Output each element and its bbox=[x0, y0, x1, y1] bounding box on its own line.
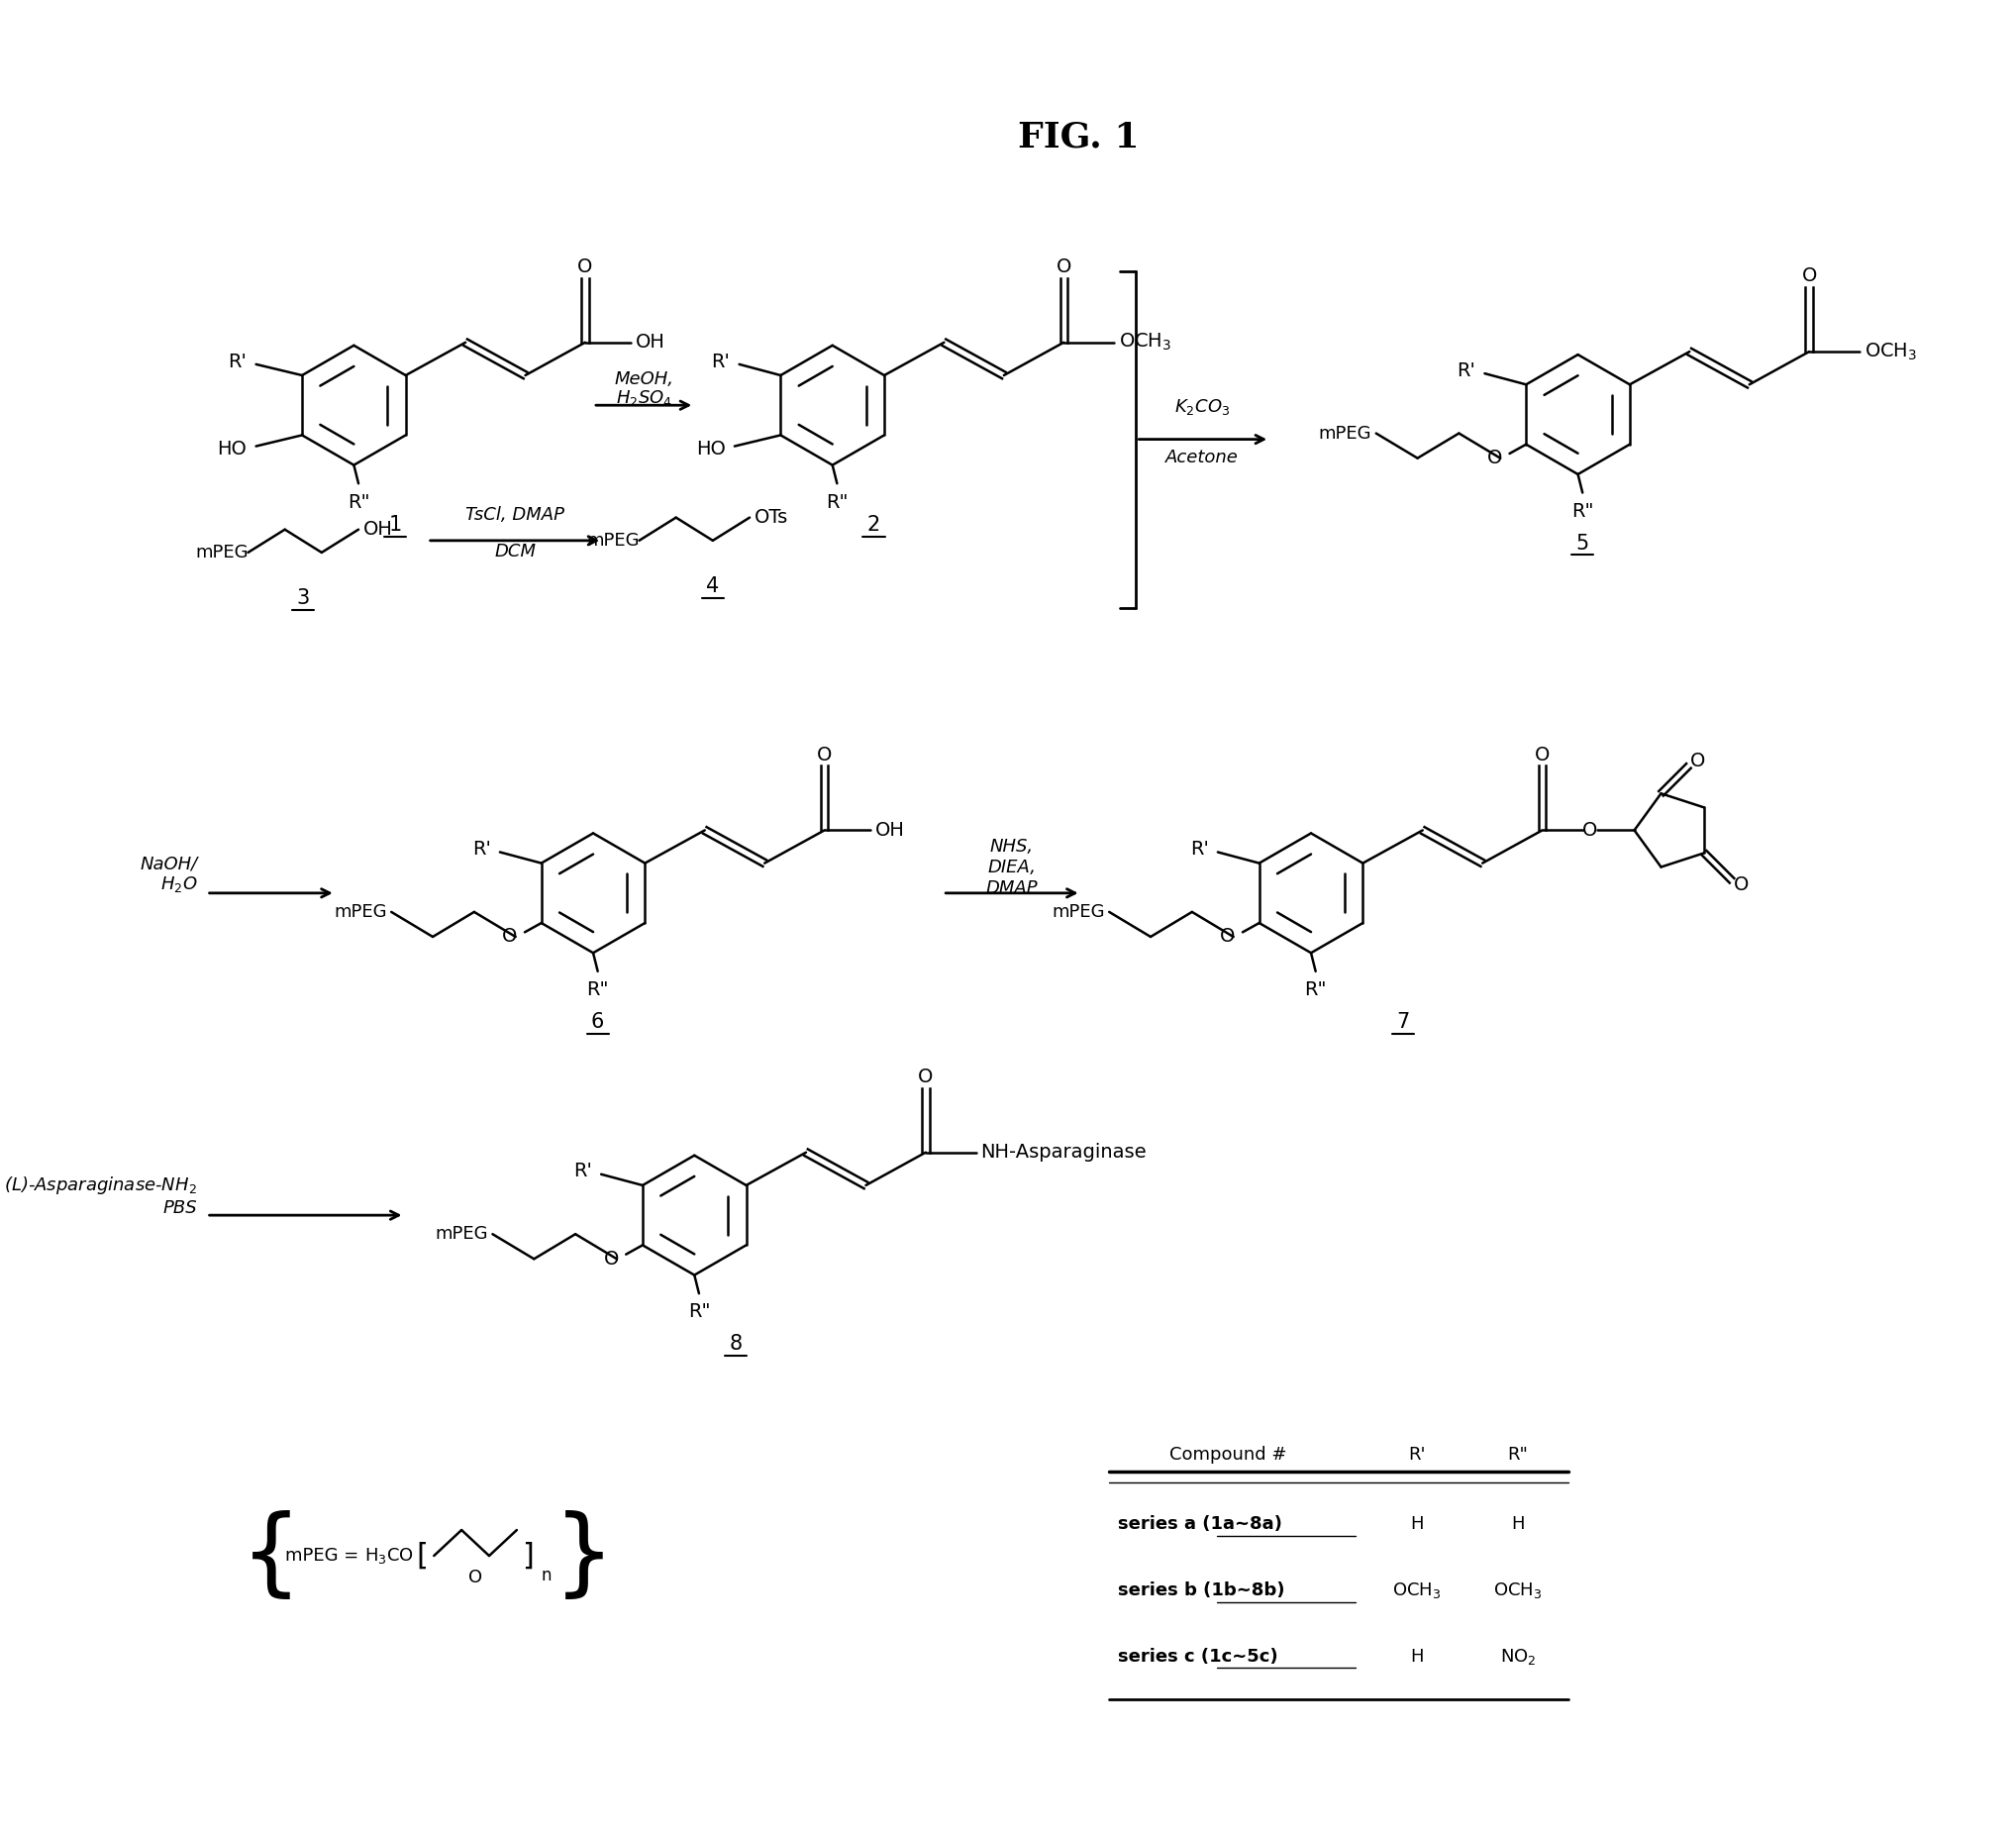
Text: DIEA,: DIEA, bbox=[988, 858, 1036, 877]
Text: H: H bbox=[1512, 1515, 1524, 1533]
Text: R': R' bbox=[573, 1163, 593, 1181]
Text: NaOH/: NaOH/ bbox=[139, 855, 198, 873]
Text: O: O bbox=[468, 1568, 482, 1586]
Text: NO$_2$: NO$_2$ bbox=[1500, 1647, 1536, 1667]
Text: OCH$_3$: OCH$_3$ bbox=[1119, 332, 1171, 352]
Text: series b (1b~8b): series b (1b~8b) bbox=[1117, 1583, 1284, 1599]
Text: R': R' bbox=[1458, 361, 1476, 380]
Text: OCH$_3$: OCH$_3$ bbox=[1494, 1581, 1542, 1601]
Text: ]: ] bbox=[522, 1541, 534, 1570]
Text: R': R' bbox=[1409, 1445, 1425, 1464]
Text: O: O bbox=[577, 257, 593, 277]
Text: mPEG: mPEG bbox=[587, 532, 639, 550]
Text: OH: OH bbox=[875, 822, 905, 840]
Text: mPEG: mPEG bbox=[335, 902, 387, 921]
Text: mPEG: mPEG bbox=[196, 543, 248, 561]
Text: series c (1c~5c): series c (1c~5c) bbox=[1117, 1649, 1278, 1665]
Text: OTs: OTs bbox=[754, 508, 788, 526]
Text: [: [ bbox=[417, 1541, 427, 1570]
Text: O: O bbox=[1802, 266, 1816, 286]
Text: mPEG =: mPEG = bbox=[284, 1546, 359, 1564]
Text: PBS: PBS bbox=[163, 1199, 198, 1216]
Text: O: O bbox=[1734, 877, 1748, 895]
Text: H: H bbox=[1409, 1515, 1423, 1533]
Text: 3: 3 bbox=[296, 589, 310, 609]
Text: 7: 7 bbox=[1397, 1012, 1409, 1033]
Text: R': R' bbox=[472, 840, 490, 858]
Text: R": R" bbox=[687, 1302, 710, 1322]
Text: OCH$_3$: OCH$_3$ bbox=[1393, 1581, 1441, 1601]
Text: O: O bbox=[1056, 257, 1070, 277]
Text: OCH$_3$: OCH$_3$ bbox=[1865, 341, 1917, 361]
Text: NH-Asparaginase: NH-Asparaginase bbox=[982, 1143, 1147, 1161]
Text: R": R" bbox=[1508, 1445, 1528, 1464]
Text: mPEG: mPEG bbox=[435, 1225, 488, 1243]
Text: OH: OH bbox=[363, 521, 393, 539]
Text: R": R" bbox=[587, 981, 609, 1000]
Text: K$_2$CO$_3$: K$_2$CO$_3$ bbox=[1175, 398, 1230, 416]
Text: (L)-Asparaginase-NH$_2$: (L)-Asparaginase-NH$_2$ bbox=[4, 1176, 198, 1196]
Text: O: O bbox=[603, 1249, 619, 1269]
Text: O: O bbox=[1583, 822, 1599, 840]
Text: 6: 6 bbox=[591, 1012, 605, 1033]
Text: mPEG: mPEG bbox=[1052, 902, 1105, 921]
Text: HO: HO bbox=[696, 440, 726, 458]
Text: O: O bbox=[1534, 745, 1550, 765]
Text: O: O bbox=[917, 1067, 933, 1086]
Text: 4: 4 bbox=[706, 576, 720, 596]
Text: R": R" bbox=[347, 493, 369, 512]
Text: R": R" bbox=[1570, 503, 1595, 521]
Text: OH: OH bbox=[635, 334, 665, 352]
Text: R': R' bbox=[1189, 840, 1208, 858]
Text: Compound #: Compound # bbox=[1169, 1445, 1286, 1464]
Text: 1: 1 bbox=[389, 515, 401, 536]
Text: TsCl, DMAP: TsCl, DMAP bbox=[466, 506, 564, 525]
Text: O: O bbox=[816, 745, 833, 765]
Text: R": R" bbox=[1304, 981, 1327, 1000]
Text: MeOH,: MeOH, bbox=[615, 370, 673, 389]
Text: H$_2$SO$_4$: H$_2$SO$_4$ bbox=[615, 389, 671, 407]
Text: n: n bbox=[540, 1566, 550, 1585]
Text: series a (1a~8a): series a (1a~8a) bbox=[1117, 1515, 1282, 1533]
Text: H$_2$O: H$_2$O bbox=[159, 875, 198, 893]
Text: HO: HO bbox=[218, 440, 246, 458]
Text: R': R' bbox=[228, 352, 246, 370]
Text: DCM: DCM bbox=[494, 543, 536, 561]
Text: O: O bbox=[502, 928, 518, 946]
Text: 8: 8 bbox=[730, 1333, 742, 1353]
Text: H$_3$CO: H$_3$CO bbox=[365, 1546, 413, 1566]
Text: H: H bbox=[1409, 1649, 1423, 1665]
Text: Acetone: Acetone bbox=[1165, 449, 1240, 466]
Text: DMAP: DMAP bbox=[986, 880, 1038, 897]
Text: O: O bbox=[1689, 752, 1706, 770]
Text: NHS,: NHS, bbox=[990, 838, 1034, 856]
Text: {: { bbox=[240, 1509, 302, 1601]
Text: 2: 2 bbox=[867, 515, 881, 536]
Text: 5: 5 bbox=[1577, 534, 1589, 554]
Text: }: } bbox=[554, 1509, 615, 1601]
Text: mPEG: mPEG bbox=[1318, 424, 1371, 442]
Text: R': R' bbox=[712, 352, 730, 370]
Text: O: O bbox=[1220, 928, 1236, 946]
Text: R": R" bbox=[827, 493, 849, 512]
Text: FIG. 1: FIG. 1 bbox=[1018, 119, 1139, 154]
Text: O: O bbox=[1488, 449, 1502, 468]
